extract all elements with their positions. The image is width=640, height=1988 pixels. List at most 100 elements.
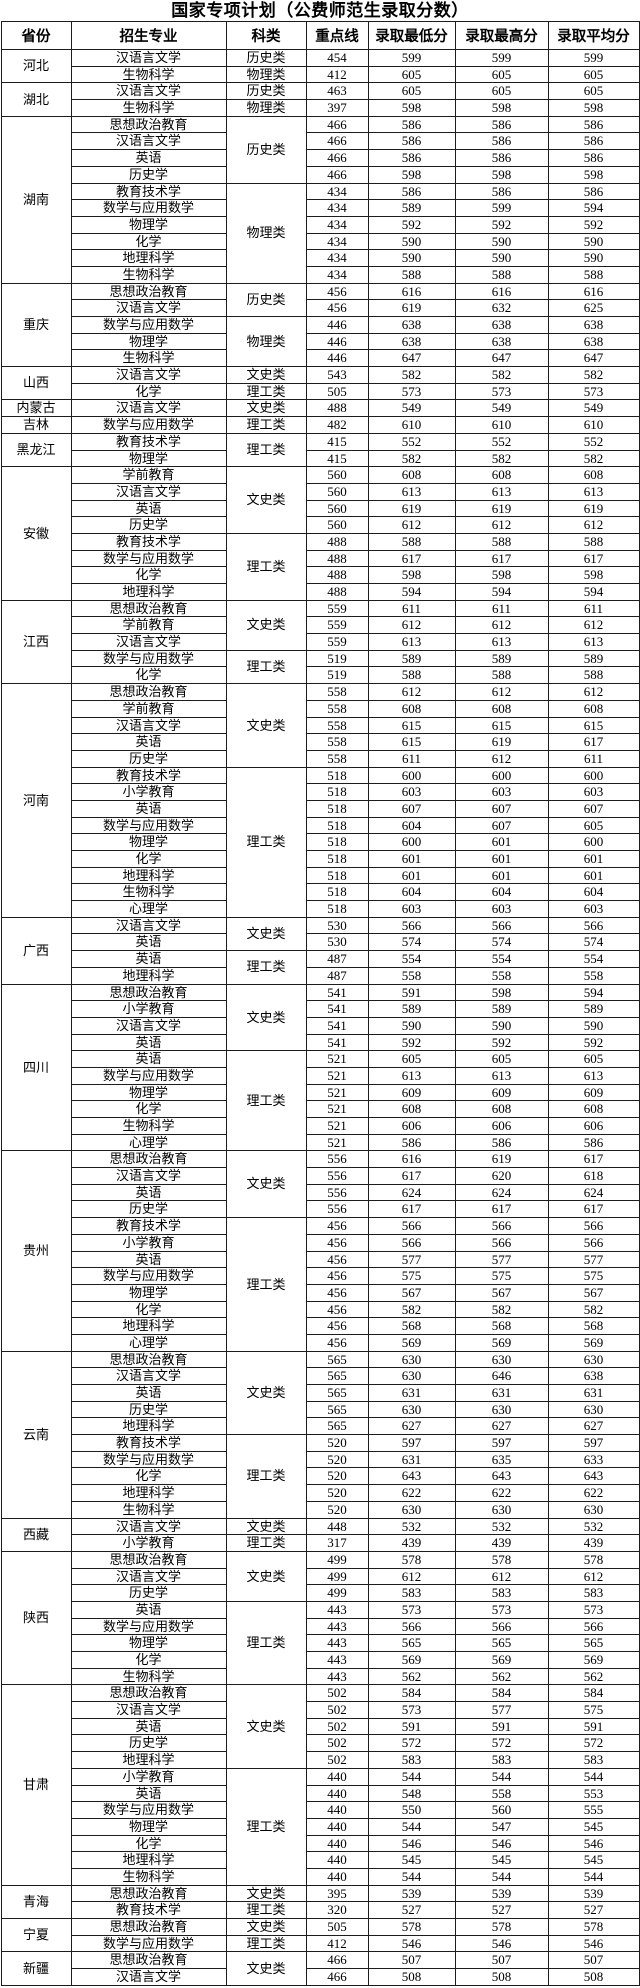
max-score-cell: 612: [454, 616, 549, 635]
keyline-cell: 454: [305, 49, 369, 67]
min-score-cell: 592: [367, 215, 456, 234]
table-row: 化学 理工类 505 573 573 573: [1, 382, 640, 401]
major-cell: 小学教育: [70, 1534, 227, 1552]
major-cell: 英语: [70, 950, 227, 968]
min-score-cell: 608: [367, 1100, 456, 1118]
table-row: 汉语言文学 556 617 620 618: [1, 1167, 640, 1185]
max-score-cell: 577: [454, 1701, 549, 1719]
keyline-cell: 395: [305, 1884, 369, 1903]
avg-score-cell: 582: [547, 366, 640, 384]
keyline-cell: 446: [305, 332, 369, 351]
avg-score-cell: 605: [547, 65, 640, 84]
avg-score-cell: 605: [547, 816, 640, 835]
major-cell: 英语: [70, 1717, 227, 1736]
min-score-cell: 582: [367, 449, 456, 468]
max-score-cell: 613: [454, 482, 549, 501]
avg-score-cell: 638: [547, 1367, 640, 1385]
avg-score-cell: 604: [547, 883, 640, 902]
min-score-cell: 630: [367, 1500, 456, 1519]
keyline-cell: 415: [305, 432, 369, 451]
major-cell: 学前教育: [70, 699, 227, 718]
avg-score-cell: 552: [547, 432, 640, 451]
table-row: 小学教育 456 566 566 566: [1, 1233, 640, 1252]
major-cell: 学前教育: [70, 616, 227, 635]
min-score-cell: 548: [367, 1784, 456, 1803]
category-cell: 物理类: [225, 65, 307, 84]
keyline-cell: 463: [305, 82, 369, 101]
major-cell: 物理学: [70, 1083, 227, 1102]
avg-score-cell: 562: [547, 1667, 640, 1686]
min-score-cell: 608: [367, 466, 456, 484]
max-score-cell: 605: [454, 65, 549, 84]
major-cell: 汉语言文学: [70, 132, 227, 151]
min-score-cell: 631: [367, 1384, 456, 1402]
max-score-cell: 638: [454, 316, 549, 334]
avg-score-cell: 631: [547, 1384, 640, 1402]
avg-score-cell: 586: [547, 149, 640, 167]
category-cell: 物理类: [225, 315, 307, 368]
max-score-cell: 627: [454, 1417, 549, 1436]
min-score-cell: 605: [367, 82, 456, 101]
min-score-cell: 608: [367, 699, 456, 718]
table-row: 生物科学 物理类 397 598 598 598: [1, 99, 640, 117]
major-cell: 化学: [70, 566, 227, 584]
table-row: 地理科学 434 590 590 590: [1, 249, 640, 267]
table-row: 数学与应用数学 488 617 617 617: [1, 549, 640, 568]
category-cell: 文史类: [225, 1918, 307, 1936]
category-cell: 文史类: [225, 1550, 307, 1602]
avg-score-cell: 566: [547, 1233, 640, 1252]
table-row: 化学 488 598 598 598: [1, 566, 640, 584]
category-cell: 文史类: [225, 399, 307, 418]
avg-score-cell: 546: [547, 1934, 640, 1953]
avg-score-cell: 594: [547, 983, 640, 1002]
major-cell: 思想政治教育: [70, 1350, 227, 1369]
avg-score-cell: 584: [547, 1684, 640, 1703]
avg-score-cell: 603: [547, 783, 640, 801]
column-header-category: 科类: [225, 21, 307, 50]
major-cell: 小学教育: [70, 1233, 227, 1252]
max-score-cell: 544: [454, 1867, 549, 1886]
major-cell: 汉语言文学: [70, 482, 227, 501]
keyline-cell: 317: [305, 1534, 369, 1552]
min-score-cell: 638: [367, 332, 456, 351]
min-score-cell: 544: [367, 1817, 456, 1836]
major-cell: 英语: [70, 499, 227, 518]
table-row: 化学 521 608 608 608: [1, 1100, 640, 1118]
category-cell: 理工类: [225, 1434, 307, 1519]
min-score-cell: 590: [367, 1016, 456, 1035]
province-cell: 甘肃: [0, 1684, 72, 1886]
table-row: 陕西 思想政治教育 文史类 499 578 578 578: [0, 1550, 640, 1686]
min-score-cell: 562: [367, 1667, 456, 1686]
major-cell: 地理科学: [70, 966, 227, 985]
major-cell: 生物科学: [70, 1667, 227, 1686]
category-cell: 理工类: [225, 1600, 307, 1686]
table-row: 教育技术学 理工类 456 566 566 566: [1, 1217, 640, 1352]
max-score-cell: 638: [454, 332, 549, 351]
table-row: 地理科学 520 622 622 622: [1, 1484, 640, 1502]
keyline-cell: 434: [305, 249, 369, 267]
max-score-cell: 606: [454, 1117, 549, 1135]
major-cell: 思想政治教育: [70, 282, 227, 301]
table-row: 物理学 456 567 567 567: [1, 1283, 640, 1302]
table-row: 地理科学 518 601 601 601: [1, 866, 640, 885]
avg-score-cell: 609: [547, 1083, 640, 1102]
avg-score-cell: 575: [547, 1267, 640, 1285]
category-cell: 理工类: [225, 1217, 307, 1352]
min-score-cell: 610: [367, 416, 456, 434]
keyline-cell: 415: [305, 449, 369, 468]
province-cell: 湖南: [0, 115, 72, 284]
avg-score-cell: 630: [547, 1400, 640, 1419]
max-score-cell: 635: [454, 1450, 549, 1469]
min-score-cell: 599: [367, 49, 456, 67]
major-cell: 数学与应用数学: [70, 816, 227, 835]
min-score-cell: 630: [367, 1400, 456, 1419]
keyline-cell: 434: [305, 265, 369, 284]
avg-score-cell: 583: [547, 1751, 640, 1769]
table-row: 化学 519 588 588 588: [1, 666, 640, 685]
table-row: 英语 理工类 443 573 573 573: [1, 1600, 640, 1686]
major-cell: 思想政治教育: [70, 983, 227, 1002]
major-cell: 物理学: [70, 332, 227, 351]
major-cell: 小学教育: [70, 1767, 227, 1786]
max-score-cell: 603: [454, 900, 549, 918]
province-cell: 河南: [0, 683, 72, 918]
